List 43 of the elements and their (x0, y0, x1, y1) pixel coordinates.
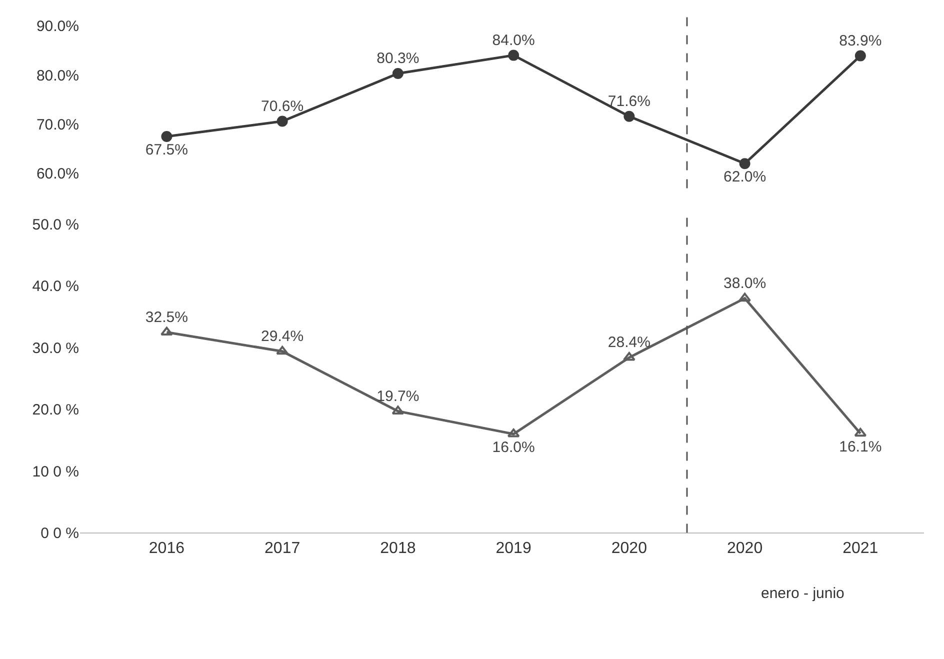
point (392, 68, 404, 80)
data-label: 67.5% (145, 141, 188, 158)
x-tick-label: 2018 (380, 540, 416, 557)
data-label: 83.9% (839, 32, 882, 50)
point (854, 428, 867, 437)
data-label: 84.0% (492, 32, 535, 49)
data-label: 70.6% (261, 98, 304, 115)
data-label: 28.4% (608, 334, 650, 352)
y-tick-label: 20.0 % (32, 402, 79, 419)
point (854, 50, 866, 62)
point (624, 110, 635, 122)
point (160, 326, 173, 336)
text: enero - junio (761, 585, 844, 602)
y-tick-label: 80.0% (36, 67, 79, 84)
x-tick-label: 2019 (496, 540, 532, 557)
point (739, 158, 750, 170)
data-label: 16.1% (839, 438, 882, 456)
y-tick-label: 10 0 % (32, 463, 79, 480)
point (276, 346, 289, 355)
point (161, 131, 172, 142)
y-tick-label: 70.0% (36, 116, 79, 134)
y-tick-label: 60.0% (36, 166, 79, 183)
data-label: 71.6% (608, 92, 650, 110)
y-tick-label: 90.0% (36, 18, 79, 36)
point (738, 292, 751, 302)
x-tick-label: 2021 (842, 540, 878, 557)
x-tick-label: 2016 (148, 540, 185, 557)
x-tick-label: 2017 (264, 540, 300, 557)
point (508, 50, 520, 61)
data-label: 29.4% (261, 328, 304, 345)
y-tick-label: 0 0 % (40, 524, 79, 542)
y-tick-label: 30.0 % (32, 340, 79, 357)
data-label: 62.0% (724, 168, 766, 186)
x-tick-label: 2020 (726, 540, 763, 557)
point (276, 116, 288, 127)
y-tick-label: 50.0 % (32, 216, 79, 234)
data-label: 80.3% (376, 50, 420, 68)
data-label: 19.7% (376, 388, 420, 405)
x-tick-label: 2020 (611, 540, 648, 557)
y-tick-label: 40.0 % (32, 278, 79, 296)
data-label: 38.0% (724, 274, 766, 292)
data-label: 16.0% (492, 438, 535, 456)
data-label: 32.5% (145, 308, 188, 326)
